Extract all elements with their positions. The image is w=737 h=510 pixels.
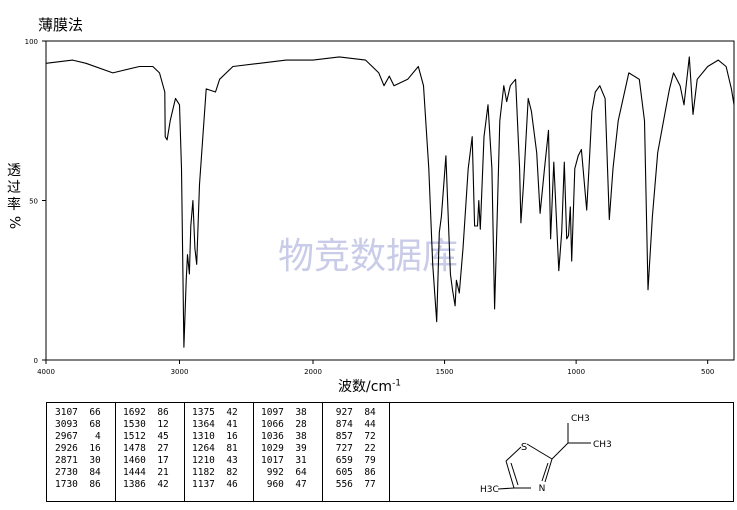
bond — [510, 462, 519, 486]
watermark: 物竞数据库 — [278, 236, 458, 277]
column-divider — [115, 403, 116, 501]
atom-label-ch3-top: CH3 — [571, 414, 590, 424]
y-tick-label: 0 — [34, 357, 38, 365]
y-axis-label-char: 透 — [7, 163, 21, 179]
plot-frame — [45, 40, 735, 361]
spectrum-series-line — [45, 56, 735, 348]
x-tick-label: 500 — [701, 368, 714, 376]
bond — [544, 458, 553, 483]
structure-panel: S N CH3 CH3 H3C — [388, 402, 734, 502]
peak-row: 927 84 — [330, 407, 376, 418]
peak-row: 727 22 — [330, 443, 376, 454]
x-tick-label: 2000 — [304, 368, 322, 376]
peak-row: 3107 66 — [55, 407, 101, 418]
peak-row: 2871 30 — [55, 455, 101, 466]
atom-label-h3c: H3C — [480, 485, 499, 495]
peak-table: 3107 66 3093 68 2967 4 2926 16 2871 30 2… — [46, 402, 390, 502]
x-axis-label: 波数/cm-1 — [338, 376, 401, 396]
peak-row: 2730 84 — [55, 467, 101, 478]
peak-row: 556 77 — [330, 479, 376, 490]
peak-row: 2926 16 — [55, 443, 101, 454]
x-tick-label: 3000 — [171, 368, 189, 376]
x-tick-label: 4000 — [37, 368, 55, 376]
peak-row: 1066 28 — [261, 419, 307, 430]
y-axis: 100 50 0 — [25, 38, 46, 365]
y-tick-label: 100 — [25, 38, 38, 46]
peak-row: 1036 38 — [261, 431, 307, 442]
atom-label-n: N — [539, 484, 546, 494]
bond — [526, 443, 553, 460]
peak-row: 1097 38 — [261, 407, 307, 418]
peak-row: 1210 43 — [192, 455, 238, 466]
peak-row: 1460 17 — [123, 455, 169, 466]
bond — [551, 442, 569, 460]
peak-row: 1692 86 — [123, 407, 169, 418]
y-axis-label-char: 率 — [7, 197, 21, 213]
peak-row: 1017 31 — [261, 455, 307, 466]
peak-column: 1097 38 1066 28 1036 38 1029 39 1017 31 … — [261, 407, 307, 491]
peak-row: 1310 16 — [192, 431, 238, 442]
peak-row: 659 79 — [330, 455, 376, 466]
column-divider — [322, 403, 323, 501]
page-title: 薄膜法 — [38, 16, 84, 34]
bond — [505, 446, 522, 462]
peak-row: 1444 21 — [123, 467, 169, 478]
x-axis-label-sup: -1 — [392, 378, 402, 389]
peak-row: 1182 82 — [192, 467, 238, 478]
peak-row: 960 47 — [261, 479, 307, 490]
peak-row: 2967 4 — [55, 431, 101, 442]
peak-row: 992 64 — [261, 467, 307, 478]
peak-column: 1375 42 1364 41 1310 16 1264 81 1210 43 … — [192, 407, 238, 491]
x-axis: 4000 3000 2000 1500 1000 500 — [37, 360, 714, 376]
peak-row: 3093 68 — [55, 419, 101, 430]
bond — [541, 462, 549, 482]
column-divider — [253, 403, 254, 501]
molecule-structure: S N CH3 CH3 H3C — [480, 414, 612, 495]
bond — [505, 460, 515, 489]
peak-column: 3107 66 3093 68 2967 4 2926 16 2871 30 2… — [55, 407, 101, 491]
peak-row: 1029 39 — [261, 443, 307, 454]
peak-row: 1137 46 — [192, 479, 238, 490]
y-tick-label: 50 — [29, 198, 38, 206]
peak-row: 1386 42 — [123, 479, 169, 490]
atom-label-ch3-right: CH3 — [593, 440, 612, 450]
peak-row: 1530 12 — [123, 419, 169, 430]
peak-row: 1512 45 — [123, 431, 169, 442]
peak-row: 1375 42 — [192, 407, 238, 418]
peak-row: 1264 81 — [192, 443, 238, 454]
y-axis-label: 透 过 率 % — [4, 163, 24, 231]
peak-column: 1692 86 1530 12 1512 45 1478 27 1460 17 … — [123, 407, 169, 491]
x-axis-label-main: 波数/cm — [338, 379, 393, 395]
x-tick-label: 1500 — [436, 368, 454, 376]
peak-row: 1730 86 — [55, 479, 101, 490]
peak-row: 874 44 — [330, 419, 376, 430]
peak-column: 927 84 874 44 857 72 727 22 659 79 605 8… — [330, 407, 376, 491]
bond — [497, 487, 515, 490]
column-divider — [184, 403, 185, 501]
peak-row: 1478 27 — [123, 443, 169, 454]
y-axis-label-char: 过 — [7, 180, 21, 196]
peak-row: 605 86 — [330, 467, 376, 478]
atom-label-s: S — [521, 442, 527, 453]
x-tick-label: 1000 — [567, 368, 585, 376]
peak-row: 857 72 — [330, 431, 376, 442]
peak-row: 1364 41 — [192, 419, 238, 430]
